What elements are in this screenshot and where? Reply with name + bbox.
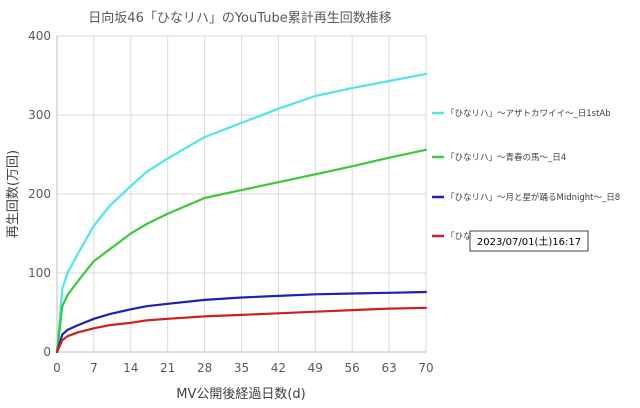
x-tick-label: 35 bbox=[234, 361, 249, 375]
y-tick-label: 0 bbox=[43, 345, 51, 359]
series-lines bbox=[55, 72, 428, 354]
y-tick-label: 300 bbox=[28, 108, 51, 122]
y-tick-label: 200 bbox=[28, 187, 51, 201]
legend-label: 「ひなリハ」～月と星が踊るMidnight～_日8 bbox=[446, 192, 620, 203]
series-line-3 bbox=[55, 290, 428, 354]
series-line-4 bbox=[55, 306, 428, 354]
series-line-2 bbox=[55, 148, 428, 354]
x-tick-label: 56 bbox=[345, 361, 360, 375]
x-tick-label: 7 bbox=[90, 361, 98, 375]
x-axis-label: MV公開後経過日数(d) bbox=[176, 387, 306, 402]
y-axis-label: 再生回数(万回) bbox=[6, 150, 21, 238]
y-tick-label: 100 bbox=[28, 266, 51, 280]
x-tick-label: 63 bbox=[381, 361, 396, 375]
chart-title: 日向坂46「ひなリハ」のYouTube累計再生回数推移 bbox=[88, 10, 391, 26]
legend-item: 「ひなリハ」～アザトカワイイ～_日1stAb bbox=[432, 109, 611, 119]
x-tick-label: 14 bbox=[123, 361, 138, 375]
y-tick-label: 400 bbox=[28, 29, 51, 43]
x-tick-label: 21 bbox=[160, 361, 175, 375]
timestamp-text: 2023/07/01(土)16:17 bbox=[477, 235, 581, 248]
series-line-1 bbox=[55, 72, 428, 354]
legend-item: 「ひなリハ」～月と星が踊るMidnight～_日8 bbox=[432, 192, 620, 203]
grid bbox=[56, 35, 427, 353]
x-tick-label: 70 bbox=[418, 361, 433, 375]
x-tick-label: 42 bbox=[271, 361, 286, 375]
x-tick-labels: 0 7 14 21 28 35 42 49 56 63 70 bbox=[53, 361, 433, 375]
x-tick-label: 49 bbox=[308, 361, 323, 375]
legend: 「ひなリハ」～アザトカワイイ～_日1stAb 「ひなリハ」～青春の馬～_日4 「ひな… bbox=[432, 109, 620, 242]
timestamp-box: 2023/07/01(土)16:17 bbox=[469, 230, 589, 252]
legend-label: 「ひなリハ」～青春の馬～_日4 bbox=[446, 152, 566, 163]
x-tick-label: 0 bbox=[53, 361, 61, 375]
legend-label: 「ひなリハ」～アザトカワイイ～_日1stAb bbox=[446, 109, 611, 119]
timestamp-box-border bbox=[469, 230, 589, 252]
legend-item: 「ひなリハ」～青春の馬～_日4 bbox=[432, 152, 566, 163]
x-tick-label: 28 bbox=[197, 361, 212, 375]
y-tick-labels: 0 100 200 300 400 bbox=[28, 29, 51, 359]
